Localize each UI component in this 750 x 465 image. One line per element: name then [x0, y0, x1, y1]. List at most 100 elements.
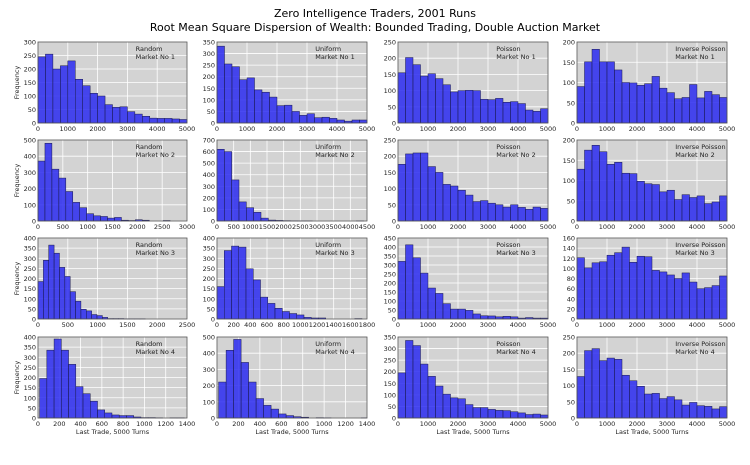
histogram-bar — [420, 272, 429, 320]
x-tick-label: 0 — [215, 223, 219, 231]
histogram-bar — [427, 73, 436, 124]
y-tick-label: 0 — [571, 218, 575, 226]
panel-annotation-distribution: Poisson — [496, 143, 520, 151]
y-tick-label: 20 — [567, 305, 575, 313]
x-tick-label: 4000 — [510, 223, 527, 231]
x-tick-label: 1200 — [309, 321, 326, 329]
y-tick-label: 250 — [384, 137, 396, 145]
x-tick-label: 1000 — [420, 125, 437, 133]
histogram-bar — [238, 246, 247, 320]
y-tick-label: 120 — [563, 255, 575, 263]
y-tick-label: 50 — [567, 197, 575, 205]
x-tick-label: 0 — [36, 125, 40, 133]
y-tick-label: 100 — [24, 93, 36, 101]
panel-annotation-market: Market No 4 — [136, 348, 175, 356]
y-tick-label: 100 — [24, 201, 36, 209]
histogram-bar — [621, 82, 630, 124]
histogram-bar — [719, 275, 728, 320]
x-tick-label: 4000 — [510, 420, 527, 428]
panel-annotation-market: Market No 1 — [136, 53, 175, 61]
histogram-bar — [51, 168, 60, 222]
x-tick-label: 1200 — [157, 420, 174, 428]
y-tick-label: 0 — [32, 120, 36, 128]
y-tick-label: 0 — [211, 316, 215, 324]
y-tick-label: 300 — [203, 255, 215, 263]
y-tick-label: 0 — [211, 415, 215, 423]
x-tick-label: 5000 — [540, 321, 557, 329]
x-tick-label: 1000 — [599, 321, 616, 329]
x-tick-label: 3000 — [480, 125, 497, 133]
x-tick-label: 5000 — [540, 125, 557, 133]
histogram-bar — [255, 398, 264, 419]
histogram-bar — [666, 274, 675, 320]
x-tick-label: 2000 — [629, 223, 646, 231]
x-tick-label: 0 — [36, 223, 40, 231]
histogram-bar — [149, 117, 158, 124]
histogram-bar — [263, 405, 272, 419]
histogram-bar — [75, 300, 82, 320]
histogram-bar — [540, 108, 549, 124]
x-tick-label: 3000 — [659, 223, 676, 231]
histogram-bar — [659, 271, 668, 320]
y-tick-label: 50 — [567, 398, 575, 406]
y-tick-label: 0 — [211, 218, 215, 226]
histogram-bar — [39, 378, 48, 419]
histogram-bar — [246, 207, 254, 222]
panel-annotation-distribution: Random — [136, 340, 163, 348]
x-axis-label: Last Trade, 5000 Turns — [436, 428, 510, 436]
y-tick-label: 400 — [24, 334, 36, 342]
y-tick-label: 300 — [24, 255, 36, 263]
histogram-panel: 0 1000 2000 3000 4000 5000 0 50 100 150 200 Inverse… — [563, 39, 736, 134]
y-tick-label: 250 — [384, 357, 396, 365]
histogram-bar — [480, 315, 489, 320]
histogram-bar — [216, 286, 225, 320]
x-tick-label: 400 — [74, 420, 86, 428]
histogram-bar — [224, 151, 232, 222]
histogram-bar — [336, 119, 345, 124]
y-tick-label: 0 — [392, 120, 396, 128]
y-tick-label: 350 — [24, 245, 36, 253]
panel-annotation-market: Market No 4 — [496, 348, 535, 356]
histogram-bar — [412, 257, 421, 320]
panel-annotation-market: Market No 3 — [136, 249, 175, 257]
histogram-bar — [606, 164, 615, 222]
histogram-bar — [704, 203, 713, 222]
histogram-bar — [80, 309, 87, 320]
histogram-bar — [248, 381, 257, 419]
y-tick-label: 150 — [563, 157, 575, 165]
x-tick-label: 1400 — [179, 420, 196, 428]
histogram-bar — [276, 105, 285, 124]
panel-annotation-market: Market No 2 — [675, 151, 714, 159]
x-tick-label: 1400 — [359, 420, 376, 428]
histogram-bar — [270, 408, 279, 419]
histogram-bar — [599, 151, 608, 222]
histogram-bar — [134, 113, 143, 124]
histogram-bar — [53, 252, 60, 320]
x-tick-label: 1500 — [104, 223, 121, 231]
histogram-bar — [681, 272, 690, 320]
x-tick-label: 4000 — [342, 223, 359, 231]
histogram-bar — [666, 396, 675, 419]
y-tick-label: 80 — [567, 275, 575, 283]
histogram-bar — [412, 152, 421, 222]
histogram-bar — [278, 413, 287, 419]
y-tick-label: 150 — [384, 380, 396, 388]
histogram-bar — [621, 246, 630, 320]
histogram-bar — [79, 207, 87, 222]
histogram-bar — [525, 209, 534, 222]
histogram-bar — [171, 118, 180, 124]
histogram-bar — [517, 412, 526, 419]
x-tick-label: 1000 — [79, 223, 96, 231]
histogram-bar — [420, 75, 429, 124]
x-tick-label: 1200 — [337, 420, 354, 428]
y-tick-label: 100 — [384, 391, 396, 399]
x-tick-label: 4000 — [689, 420, 706, 428]
histogram-bar — [450, 185, 459, 222]
histogram-bar — [487, 202, 496, 222]
y-tick-label: 150 — [203, 85, 215, 93]
y-axis-label: Frequency — [13, 361, 21, 395]
histogram-bar — [689, 197, 698, 222]
x-tick-label: 4000 — [689, 223, 706, 231]
y-tick-label: 0 — [392, 218, 396, 226]
